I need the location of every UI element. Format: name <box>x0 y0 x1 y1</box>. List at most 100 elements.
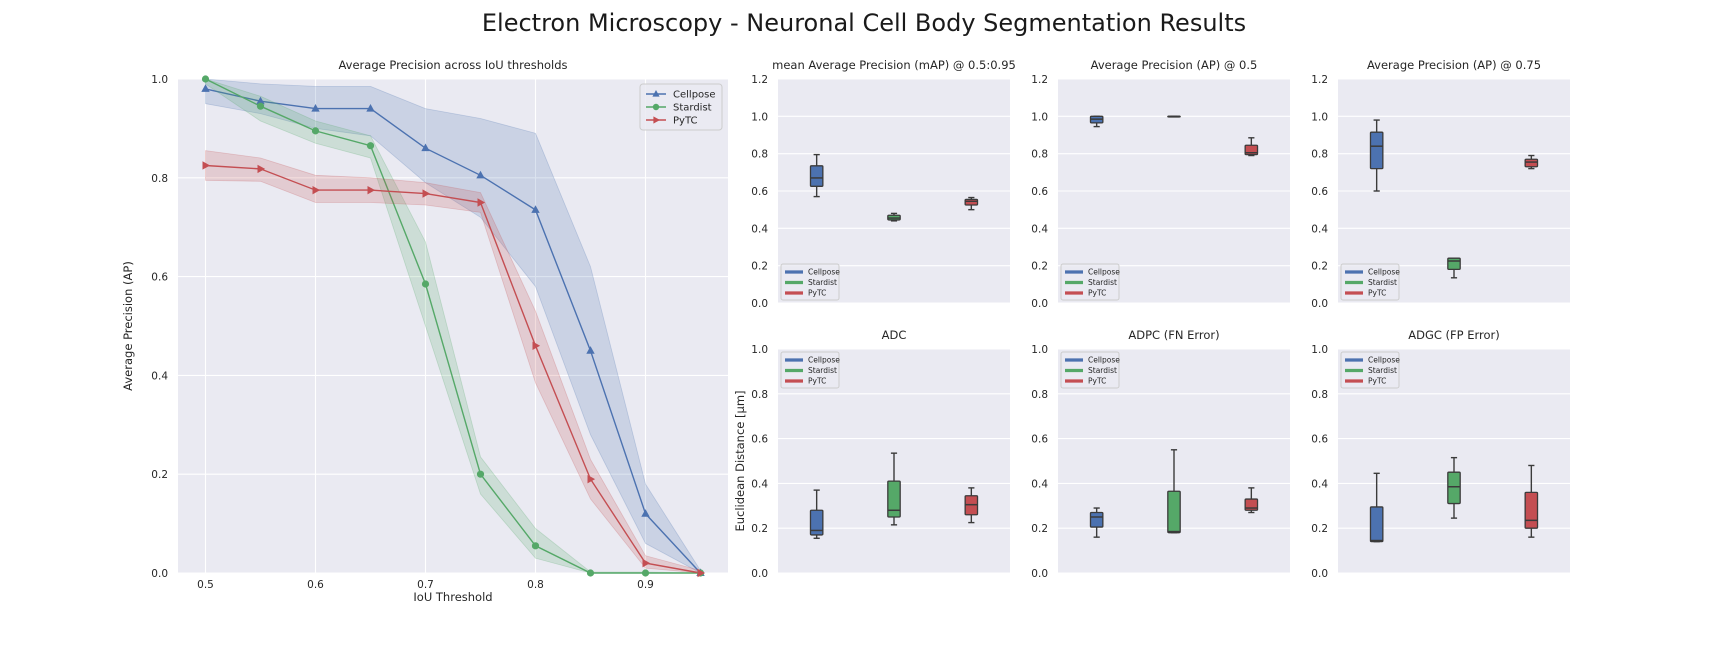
panel-adc-box: 0.0 0.2 0.4 0.6 0.8 1.0 ADC Euclidean Distance … <box>733 328 1010 580</box>
line-pytc <box>205 164 701 574</box>
box-cellpose <box>1369 472 1384 543</box>
panel-title: Average Precision across IoU thresholds <box>338 58 567 72</box>
legend-label: Cellpose <box>1088 356 1120 365</box>
point-cellpose <box>421 143 430 152</box>
y-axis-label: Euclidean Distance [µm] <box>733 390 747 531</box>
panel-title: ADGC (FP Error) <box>1408 328 1500 342</box>
box-iqr <box>1447 257 1461 271</box>
y-tick-label: 0.2 <box>151 469 168 481</box>
y-tick-label: 0.0 <box>751 298 768 310</box>
y-tick-label: 0.6 <box>151 272 168 284</box>
point-pytc <box>312 185 321 195</box>
legend-marker <box>653 116 660 124</box>
y-tick-label: 1.0 <box>151 74 168 86</box>
box-iqr <box>1089 511 1104 528</box>
legend-marker <box>652 103 660 111</box>
legend-label: Stardist <box>808 366 837 375</box>
point-cellpose <box>531 205 540 213</box>
legend-label: Stardist <box>673 103 712 114</box>
box-stardist <box>887 452 901 526</box>
y-tick-label: 0.8 <box>1311 149 1328 161</box>
box-stardist <box>1447 456 1461 519</box>
y-tick-label: 0.4 <box>751 223 768 235</box>
series-group <box>201 75 706 578</box>
y-axis-label: Average Precision (AP) <box>121 261 135 391</box>
y-tick-label: 1.0 <box>1311 111 1328 123</box>
x-tick-label: 0.8 <box>527 579 544 591</box>
y-tick-label: 0.8 <box>1031 389 1048 401</box>
point-stardist <box>421 280 430 288</box>
line-cellpose <box>205 88 702 574</box>
y-tick-label: 1.0 <box>1031 111 1048 123</box>
box-iqr <box>964 198 979 206</box>
panel-title: ADPC (FN Error) <box>1128 328 1219 342</box>
y-tick-label: 0.6 <box>751 186 768 198</box>
point-pytc <box>587 474 596 484</box>
chart-panels: 0.0 0.2 0.4 0.6 0.8 1.0 Average Precision acro… <box>121 58 1570 604</box>
y-tick-label: 0.8 <box>1311 389 1328 401</box>
y-tick-label: 0.0 <box>1031 568 1048 580</box>
box-cellpose <box>809 153 824 198</box>
box-stardist <box>1447 257 1461 279</box>
point-stardist <box>586 569 595 577</box>
legend-label: Cellpose <box>1088 268 1120 277</box>
box-iqr <box>1167 490 1181 534</box>
y-tick-label: 0.4 <box>1031 223 1048 235</box>
point-pytc <box>642 558 651 568</box>
legend-box <box>639 83 723 131</box>
point-stardist <box>311 127 320 135</box>
legend-label: PyTC <box>808 377 826 386</box>
y-tick-label: 0.8 <box>1031 149 1048 161</box>
box-stardist <box>887 212 901 222</box>
point-cellpose <box>586 346 595 354</box>
panel-adgc-box: 0.0 0.2 0.4 0.6 0.8 1.0 ADGC (FP Error) Cellpos… <box>1311 328 1570 580</box>
legend-label: Stardist <box>1088 278 1117 287</box>
y-tick-label: 1.0 <box>751 344 768 356</box>
box-iqr <box>1369 131 1384 170</box>
point-pytc <box>202 161 211 170</box>
y-tick-label: 0.8 <box>751 389 768 401</box>
y-tick-label: 0.2 <box>1031 523 1048 535</box>
box-pytc <box>1524 154 1539 170</box>
x-tick-label: 0.5 <box>197 579 214 591</box>
y-tick-label: 0.4 <box>151 370 168 382</box>
legend-label: Cellpose <box>808 356 840 365</box>
y-tick-label: 0.6 <box>1031 186 1048 198</box>
figure-title: Electron Microscopy - Neuronal Cell Body… <box>482 9 1246 37</box>
point-cellpose <box>476 170 485 179</box>
legend-label: PyTC <box>673 116 697 127</box>
y-tick-label: 0.0 <box>1311 568 1328 580</box>
box-iqr <box>809 165 824 187</box>
box-pytc <box>964 487 979 524</box>
panel-title: Average Precision (AP) @ 0.5 <box>1091 58 1258 72</box>
point-cellpose <box>201 84 210 92</box>
y-tick-label: 0.6 <box>1311 186 1328 198</box>
legend-label: PyTC <box>1368 377 1386 386</box>
point-cellpose <box>366 104 375 112</box>
y-tick-label: 0.2 <box>1311 261 1328 273</box>
box-pytc <box>1244 487 1259 514</box>
point-stardist <box>476 470 485 478</box>
box-iqr <box>887 480 901 518</box>
legend-label: PyTC <box>808 289 826 298</box>
box-pytc <box>964 196 979 211</box>
y-tick-label: 0.2 <box>751 261 768 273</box>
box-cellpose <box>809 489 824 539</box>
y-tick-label: 0.0 <box>151 568 168 580</box>
box-pytc <box>1524 464 1539 538</box>
x-tick-label: 0.9 <box>637 579 654 591</box>
box-iqr <box>1524 158 1539 168</box>
box-iqr <box>1447 471 1461 505</box>
y-tick-label: 0.6 <box>1311 434 1328 446</box>
legend-label: Stardist <box>808 278 837 287</box>
y-tick-label: 0.8 <box>751 149 768 161</box>
point-pytc <box>697 568 706 578</box>
y-tick-label: 1.2 <box>1031 74 1048 86</box>
y-tick-label: 0.2 <box>1311 523 1328 535</box>
